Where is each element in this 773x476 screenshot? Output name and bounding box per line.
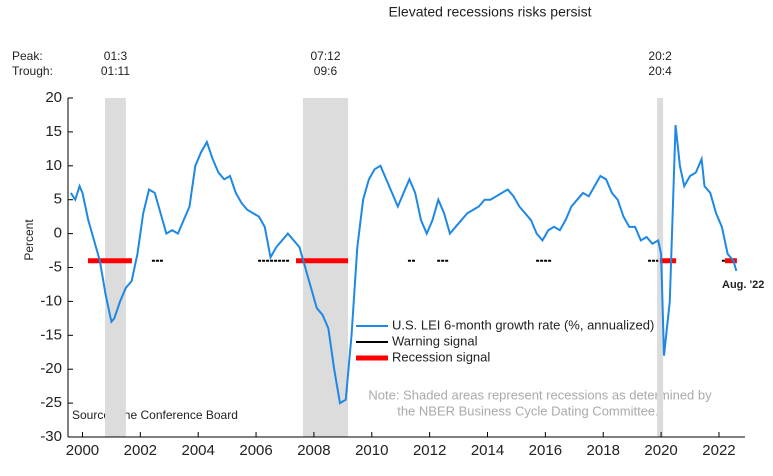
- data-line: [70, 125, 738, 405]
- y-tick-label: 10: [45, 157, 62, 174]
- x-tick-label: 2022: [702, 442, 735, 459]
- x-tick-label: 2008: [297, 442, 330, 459]
- x-tick-label: 2010: [355, 442, 388, 459]
- trough-label: Trough:: [12, 64, 53, 78]
- note: the NBER Business Cycle Dating Committee…: [397, 403, 659, 418]
- chart-title: Elevated recessions risks persist: [388, 4, 591, 20]
- y-tick-label: 0: [54, 225, 62, 242]
- note: Note: Shaded areas represent recessions …: [368, 387, 712, 402]
- x-tick-label: 2014: [471, 442, 504, 459]
- y-tick-label: 15: [45, 123, 62, 140]
- legend-label: Recession signal: [392, 349, 490, 364]
- y-tick-label: -10: [40, 292, 62, 309]
- x-tick-label: 2018: [587, 442, 620, 459]
- x-tick-label: 2016: [529, 442, 562, 459]
- recession-band: [105, 98, 126, 437]
- legend-label: U.S. LEI 6-month growth rate (%, annuali…: [392, 317, 654, 332]
- recession-trough: 01:11: [101, 64, 130, 78]
- y-tick-label: -25: [40, 394, 62, 411]
- recession-trough: 09:6: [314, 64, 338, 78]
- recession-peak: 20:2: [648, 49, 672, 63]
- annotation: Aug. '22: [722, 279, 764, 291]
- x-tick-label: 2020: [644, 442, 677, 459]
- recession-trough: 20:4: [648, 64, 672, 78]
- peak-label: Peak:: [12, 49, 43, 63]
- y-axis-label: Percent: [22, 219, 36, 261]
- x-tick-label: 2012: [413, 442, 446, 459]
- y-tick-label: 5: [54, 191, 62, 208]
- x-tick-label: 2002: [124, 442, 157, 459]
- y-tick-label: -15: [40, 326, 62, 343]
- recession-band: [657, 98, 664, 437]
- recession-peak: 07:12: [310, 49, 340, 63]
- y-tick-label: 20: [45, 89, 62, 106]
- y-tick-label: -20: [40, 360, 62, 377]
- source: Source: The Conference Board: [72, 408, 238, 422]
- y-tick-label: -5: [49, 258, 62, 275]
- x-tick-label: 2000: [66, 442, 99, 459]
- x-tick-label: 2006: [239, 442, 272, 459]
- legend-label: Warning signal: [392, 333, 478, 348]
- recession-peak: 01:3: [104, 49, 128, 63]
- y-tick-label: -30: [40, 428, 62, 445]
- recession-band: [302, 98, 349, 437]
- x-tick-label: 2004: [182, 442, 215, 459]
